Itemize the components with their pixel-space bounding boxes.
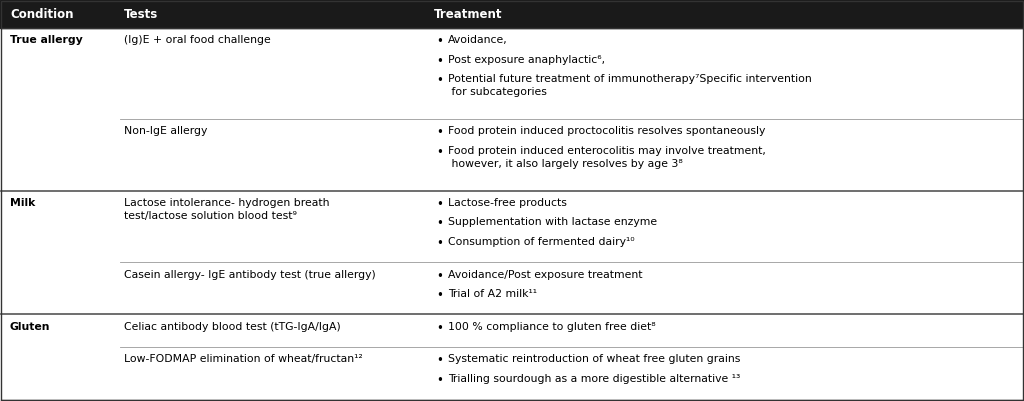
- Text: Milk: Milk: [10, 198, 35, 208]
- Text: Trial of A2 milk¹¹: Trial of A2 milk¹¹: [449, 289, 537, 299]
- Text: Supplementation with lactase enzyme: Supplementation with lactase enzyme: [449, 217, 657, 227]
- Text: •: •: [436, 269, 442, 283]
- Text: •: •: [436, 126, 442, 140]
- Text: (Ig)E + oral food challenge: (Ig)E + oral food challenge: [124, 35, 270, 45]
- Text: Avoidance/Post exposure treatment: Avoidance/Post exposure treatment: [449, 269, 642, 279]
- Text: Gluten: Gluten: [10, 322, 50, 332]
- Text: •: •: [436, 146, 442, 159]
- Text: Trialling sourdough as a more digestible alternative ¹³: Trialling sourdough as a more digestible…: [449, 374, 740, 384]
- Text: •: •: [436, 217, 442, 231]
- Text: Tests: Tests: [124, 8, 159, 20]
- Text: •: •: [436, 374, 442, 387]
- Text: Condition: Condition: [10, 8, 74, 20]
- Bar: [0, 0, 1024, 28]
- Text: •: •: [436, 198, 442, 211]
- Text: Treatment: Treatment: [434, 8, 503, 20]
- Text: Casein allergy- IgE antibody test (true allergy): Casein allergy- IgE antibody test (true …: [124, 269, 376, 279]
- Text: Food protein induced proctocolitis resolves spontaneously: Food protein induced proctocolitis resol…: [449, 126, 765, 136]
- Text: Celiac antibody blood test (tTG-IgA/IgA): Celiac antibody blood test (tTG-IgA/IgA): [124, 322, 341, 332]
- Text: Consumption of fermented dairy¹⁰: Consumption of fermented dairy¹⁰: [449, 237, 635, 247]
- Text: •: •: [436, 322, 442, 334]
- Text: Lactose intolerance- hydrogen breath
test/lactose solution blood test⁹: Lactose intolerance- hydrogen breath tes…: [124, 198, 330, 221]
- Text: Lactose-free products: Lactose-free products: [449, 198, 567, 208]
- Text: True allergy: True allergy: [10, 35, 83, 45]
- Text: Avoidance,: Avoidance,: [449, 35, 508, 45]
- Text: •: •: [436, 237, 442, 250]
- Text: Non-IgE allergy: Non-IgE allergy: [124, 126, 208, 136]
- Text: •: •: [436, 74, 442, 87]
- Text: Food protein induced enterocolitis may involve treatment,
 however, it also larg: Food protein induced enterocolitis may i…: [449, 146, 766, 169]
- Text: Low-FODMAP elimination of wheat/fructan¹²: Low-FODMAP elimination of wheat/fructan¹…: [124, 354, 362, 364]
- Text: Potential future treatment of immunotherapy⁷Specific intervention
 for subcatego: Potential future treatment of immunother…: [449, 74, 812, 97]
- Text: Post exposure anaphylactic⁶,: Post exposure anaphylactic⁶,: [449, 55, 605, 65]
- Text: •: •: [436, 55, 442, 68]
- Text: •: •: [436, 289, 442, 302]
- Text: •: •: [436, 35, 442, 48]
- Text: •: •: [436, 354, 442, 367]
- Text: Systematic reintroduction of wheat free gluten grains: Systematic reintroduction of wheat free …: [449, 354, 740, 364]
- Text: 100 % compliance to gluten free diet⁸: 100 % compliance to gluten free diet⁸: [449, 322, 655, 332]
